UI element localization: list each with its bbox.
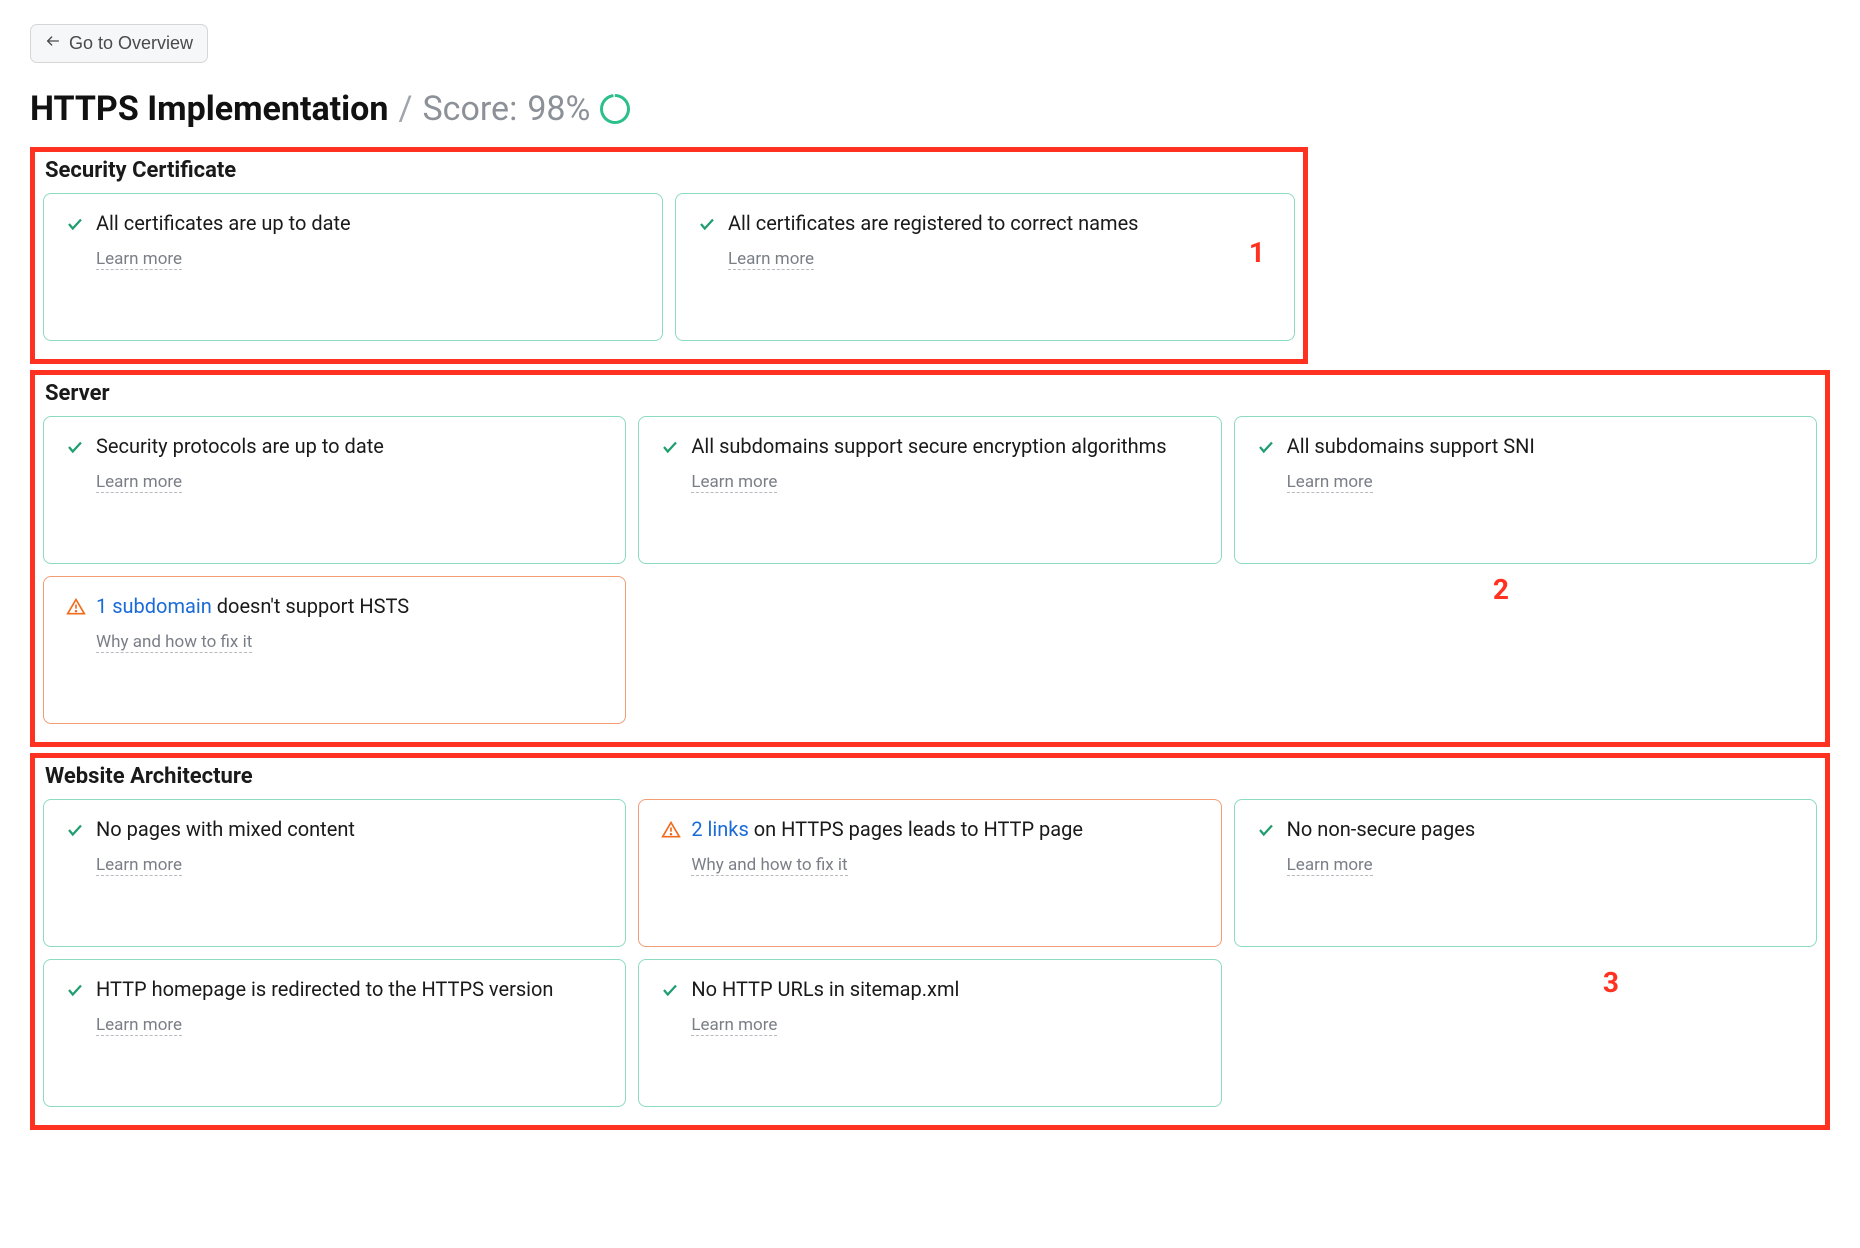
card-message: 1 subdomain doesn't support HSTS [96, 593, 607, 620]
learn-more-link[interactable]: Learn more [96, 855, 182, 876]
check-icon [66, 820, 86, 844]
check-card: All subdomains support SNI Learn more [1234, 416, 1817, 564]
check-card: HTTP homepage is redirected to the HTTPS… [43, 959, 626, 1107]
check-card: No non-secure pages Learn more [1234, 799, 1817, 947]
card-message: All subdomains support secure encryption… [691, 433, 1202, 460]
check-icon [698, 214, 718, 238]
check-card: 1 subdomain doesn't support HSTS Why and … [43, 576, 626, 724]
warning-triangle-icon [66, 597, 86, 622]
card-row: No pages with mixed content Learn more 2 l… [43, 799, 1817, 947]
back-button-label: Go to Overview [69, 33, 193, 54]
card-message: Security protocols are up to date [96, 433, 607, 460]
section-title: Server [45, 381, 1817, 406]
card-row: 1 subdomain doesn't support HSTS Why and … [43, 576, 1817, 724]
check-icon [66, 214, 86, 238]
card-message-rest: on HTTPS pages leads to HTTP page [749, 817, 1083, 841]
card-row: HTTP homepage is redirected to the HTTPS… [43, 959, 1817, 1107]
section-box: Server Security protocols are up to date L… [30, 370, 1830, 747]
card-row: Security protocols are up to date Learn m… [43, 416, 1817, 564]
card-message: All subdomains support SNI [1287, 433, 1798, 460]
page-title-main: HTTPS Implementation [30, 89, 388, 129]
card-message: No non-secure pages [1287, 816, 1798, 843]
page-title: HTTPS Implementation / Score: 98% [30, 89, 1830, 129]
fix-it-link[interactable]: Why and how to fix it [691, 855, 847, 876]
arrow-left-icon [45, 33, 61, 54]
check-card: No HTTP URLs in sitemap.xml Learn more [638, 959, 1221, 1107]
score-ring-icon [600, 94, 630, 124]
check-icon [661, 437, 681, 461]
learn-more-link[interactable]: Learn more [96, 1015, 182, 1036]
learn-more-link[interactable]: Learn more [1287, 855, 1373, 876]
card-message: All certificates are up to date [96, 210, 644, 237]
check-card: 2 links on HTTPS pages leads to HTTP pag… [638, 799, 1221, 947]
card-message: No HTTP URLs in sitemap.xml [691, 976, 1202, 1003]
fix-it-link[interactable]: Why and how to fix it [96, 632, 252, 653]
section-title: Security Certificate [45, 158, 1295, 183]
card-message: HTTP homepage is redirected to the HTTPS… [96, 976, 607, 1003]
section-box: Website Architecture No pages with mixed … [30, 753, 1830, 1130]
check-icon [1257, 437, 1277, 461]
learn-more-link[interactable]: Learn more [691, 472, 777, 493]
section-box: Security Certificate All certificates are… [30, 147, 1308, 364]
card-message: 2 links on HTTPS pages leads to HTTP pag… [691, 816, 1202, 843]
card-row: All certificates are up to date Learn mor… [43, 193, 1295, 341]
learn-more-link[interactable]: Learn more [96, 472, 182, 493]
check-icon [66, 437, 86, 461]
check-card: All certificates are up to date Learn mor… [43, 193, 663, 341]
back-to-overview-button[interactable]: Go to Overview [30, 24, 208, 63]
card-message-rest: doesn't support HSTS [212, 594, 409, 618]
score-value: 98% [527, 89, 590, 129]
learn-more-link[interactable]: Learn more [691, 1015, 777, 1036]
learn-more-link[interactable]: Learn more [1287, 472, 1373, 493]
page-title-separator: / [398, 89, 412, 129]
issue-count-link[interactable]: 1 subdomain [96, 594, 212, 618]
card-message: All certificates are registered to corre… [728, 210, 1276, 237]
learn-more-link[interactable]: Learn more [96, 249, 182, 270]
check-card: No pages with mixed content Learn more [43, 799, 626, 947]
check-card: All certificates are registered to corre… [675, 193, 1295, 341]
check-card: Security protocols are up to date Learn m… [43, 416, 626, 564]
check-icon [66, 980, 86, 1004]
check-icon [661, 980, 681, 1004]
check-card: All subdomains support secure encryption… [638, 416, 1221, 564]
card-message: No pages with mixed content [96, 816, 607, 843]
issue-count-link[interactable]: 2 links [691, 817, 748, 841]
learn-more-link[interactable]: Learn more [728, 249, 814, 270]
check-icon [1257, 820, 1277, 844]
score-label: Score: [422, 89, 517, 129]
section-title: Website Architecture [45, 764, 1817, 789]
warning-triangle-icon [661, 820, 681, 845]
